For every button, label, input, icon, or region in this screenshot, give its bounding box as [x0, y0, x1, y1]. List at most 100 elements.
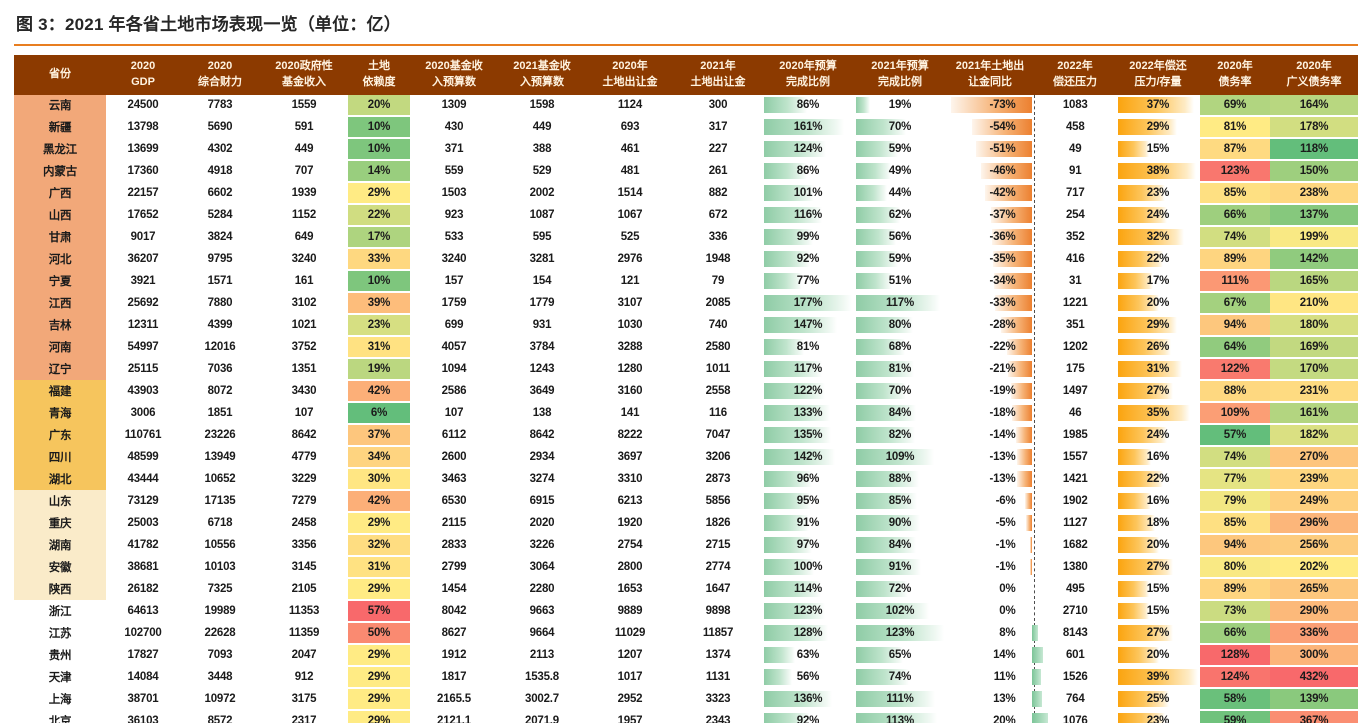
- cell-land_dependence: 22%: [348, 203, 410, 227]
- table-row: 北京 36103 8572 2317 29% 2121.1 2071.9 1957 2343 92…: [14, 709, 1358, 723]
- cell-land_dependence: 14%: [348, 159, 410, 183]
- cell-strength2020: 7325: [207, 582, 233, 595]
- cell-fund_budget2020: 107: [444, 406, 464, 419]
- cell-fund_budget2021: 388: [532, 142, 552, 155]
- column-header-fund_income2020: 2020政府性 基金收入: [260, 55, 348, 95]
- cell-repay2022: 1380: [1062, 560, 1088, 573]
- cell-debt_ratio2020: 81%: [1200, 115, 1270, 139]
- data-bar: [1118, 580, 1149, 597]
- cell-budget_completion2021: 62%: [854, 203, 946, 227]
- data-bar: [1118, 558, 1174, 575]
- cell-budget_completion2021: 56%: [854, 225, 946, 249]
- cell-repay2022: 1497: [1062, 384, 1088, 397]
- cell-fund_budget2021: 2020: [529, 516, 555, 529]
- cell-repay_ratio2022: 32%: [1116, 225, 1200, 249]
- cell-land_dependence: 57%: [348, 599, 410, 623]
- table-row: 辽宁 25115 7036 1351 19% 1094 1243 1280 1011 117% 81…: [14, 357, 1358, 381]
- cell-debt_ratio2020: 57%: [1200, 423, 1270, 447]
- cell-province: 四川: [14, 445, 106, 468]
- cell-budget_completion2020: 136%: [762, 687, 854, 711]
- cell-land_sale_yoy2021: -28%: [946, 313, 1035, 337]
- cell-land_sale2020: 1067: [617, 208, 643, 221]
- cell-land_sale2020: 1030: [617, 318, 643, 331]
- data-bar: [856, 118, 907, 135]
- cell-fund_budget2021: 2280: [529, 582, 555, 595]
- negative-bar: [1000, 316, 1032, 333]
- cell-repay2022: 1076: [1062, 714, 1088, 723]
- cell-land_dependence: 10%: [348, 137, 410, 161]
- cell-strength2020: 17135: [204, 494, 236, 507]
- table-row: 天津 14084 3448 912 29% 1817 1535.8 1017 1131 56% 74…: [14, 665, 1358, 689]
- table-header: 省份 2020 GDP 2020 综合财力 2020政府性 基金收入 土地 依赖度 202…: [14, 55, 1358, 95]
- cell-province: 重庆: [14, 511, 106, 534]
- data-bar: [856, 668, 909, 685]
- cell-land_sale2020: 6213: [617, 494, 643, 507]
- cell-debt_ratio2020: 66%: [1200, 203, 1270, 227]
- cell-gdp2020: 43903: [127, 384, 159, 397]
- data-bar: [764, 294, 852, 311]
- cell-land_sale_yoy2021: -13%: [946, 445, 1035, 469]
- cell-fund_budget2020: 2121.1: [437, 714, 471, 723]
- cell-gdp2020: 102700: [124, 626, 162, 639]
- cell-broad_debt_ratio2020: 249%: [1270, 489, 1358, 513]
- table-row: 四川 48599 13949 4779 34% 2600 2934 3697 3206 142% 1…: [14, 445, 1358, 469]
- table-row: 河南 54997 12016 3752 31% 4057 3784 3288 2580 81% 68…: [14, 335, 1358, 359]
- cell-province: 北京: [14, 709, 106, 723]
- column-header-land_sale2021: 2021年 土地出让金: [674, 55, 762, 95]
- cell-repay2022: 46: [1069, 406, 1082, 419]
- cell-gdp2020: 13699: [127, 142, 159, 155]
- cell-strength2020: 19989: [204, 604, 236, 617]
- cell-fund_budget2020: 533: [444, 230, 464, 243]
- cell-land_dependence: 37%: [348, 423, 410, 447]
- data-bar: [1118, 294, 1160, 311]
- cell-gdp2020: 73129: [127, 494, 159, 507]
- cell-repay2022: 1221: [1062, 296, 1088, 309]
- cell-land_dependence: 23%: [348, 313, 410, 337]
- negative-bar: [1008, 360, 1032, 377]
- cell-gdp2020: 64613: [127, 604, 159, 617]
- negative-bar: [994, 272, 1032, 289]
- data-bar: [856, 360, 914, 377]
- cell-strength2020: 12016: [204, 340, 236, 353]
- cell-land_sale_yoy2021: -22%: [946, 335, 1035, 359]
- cell-strength2020: 10556: [204, 538, 236, 551]
- cell-land_sale2021: 672: [708, 208, 728, 221]
- data-bar: [764, 184, 815, 201]
- cell-budget_completion2021: 81%: [854, 357, 946, 381]
- cell-budget_completion2020: 56%: [762, 665, 854, 689]
- cell-land_sale_yoy2021: -18%: [946, 401, 1035, 425]
- negative-bar: [1010, 382, 1032, 399]
- data-bar: [1118, 492, 1151, 509]
- data-bar: [764, 140, 826, 157]
- cell-broad_debt_ratio2020: 170%: [1270, 357, 1358, 381]
- cell-debt_ratio2020: 94%: [1200, 533, 1270, 557]
- negative-bar: [1026, 514, 1032, 531]
- cell-province: 内蒙古: [14, 159, 106, 182]
- data-bar: [1118, 184, 1166, 201]
- cell-repay_ratio2022: 16%: [1116, 445, 1200, 469]
- cell-land_sale2020: 3107: [617, 296, 643, 309]
- cell-budget_completion2020: 96%: [762, 467, 854, 491]
- cell-gdp2020: 25115: [127, 362, 159, 375]
- data-bar: [764, 360, 823, 377]
- data-bar: [764, 426, 832, 443]
- data-bar: [764, 602, 826, 619]
- data-bar: [764, 646, 796, 663]
- cell-fund_budget2021: 2934: [529, 450, 555, 463]
- cell-land_sale_yoy2021: -1%: [946, 533, 1035, 557]
- cell-broad_debt_ratio2020: 164%: [1270, 94, 1358, 117]
- cell-budget_completion2021: 84%: [854, 533, 946, 557]
- cell-province: 湖南: [14, 533, 106, 556]
- cell-land_dependence: 42%: [348, 379, 410, 403]
- cell-repay_ratio2022: 17%: [1116, 269, 1200, 293]
- data-bar: [1118, 228, 1184, 245]
- positive-bar: [1031, 646, 1044, 663]
- data-bar: [856, 316, 914, 333]
- cell-fund_income2020: 2047: [291, 648, 317, 661]
- cell-broad_debt_ratio2020: 118%: [1270, 137, 1358, 161]
- cell-land_sale2021: 2774: [705, 560, 731, 573]
- cell-fund_budget2021: 1535.8: [525, 670, 559, 683]
- cell-land_sale2021: 2715: [705, 538, 731, 551]
- cell-land_sale2021: 261: [708, 164, 728, 177]
- cell-land_dependence: 29%: [348, 709, 410, 723]
